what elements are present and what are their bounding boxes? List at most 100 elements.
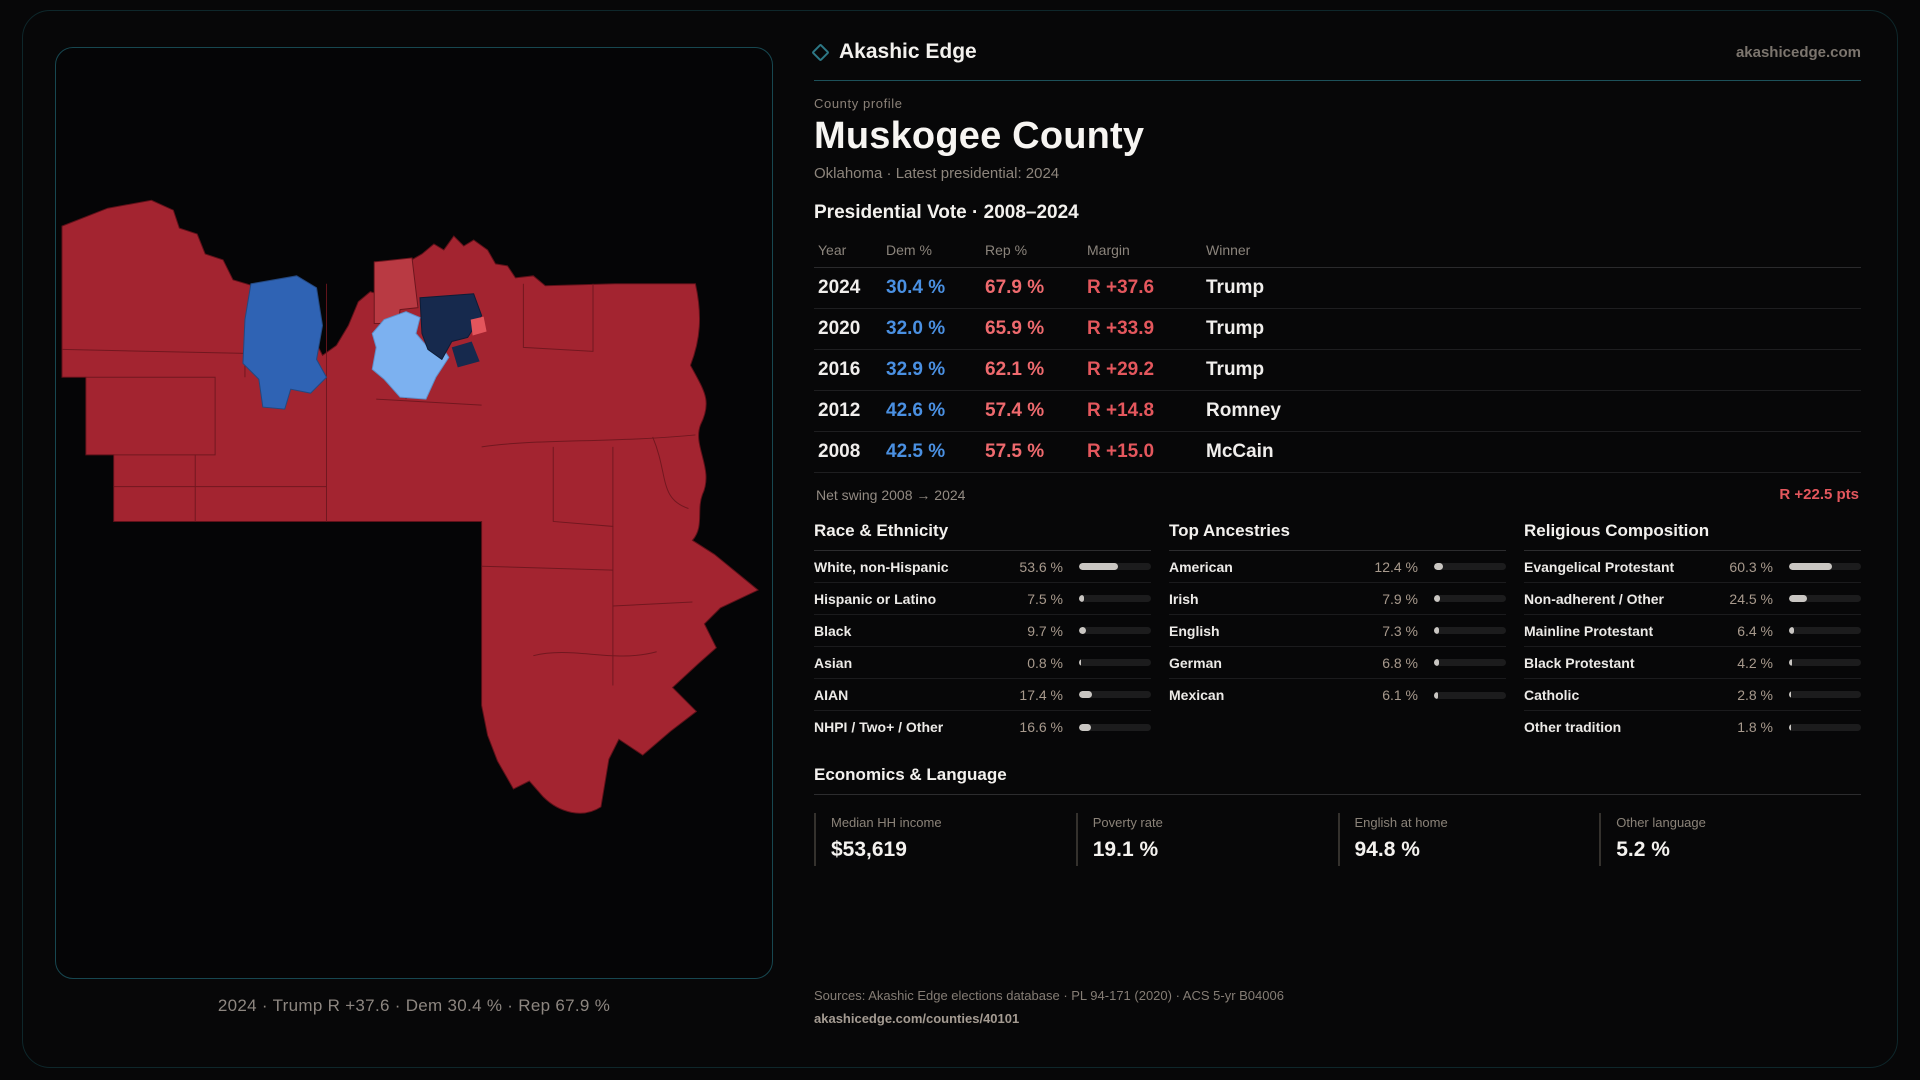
stat-label: Median HH income bbox=[831, 815, 942, 830]
demographic-row: American 12.4 % bbox=[1169, 551, 1506, 583]
ancestries-section: Top Ancestries American 12.4 % Irish 7.9… bbox=[1169, 521, 1506, 743]
site-domain-link[interactable]: akashicedge.com bbox=[1735, 43, 1861, 61]
net-swing-value: R +22.5 pts bbox=[1779, 486, 1859, 503]
demographic-label: White, non-Hispanic bbox=[814, 558, 949, 575]
vote-year: 2012 bbox=[814, 390, 882, 432]
demographic-row: Asian 0.8 % bbox=[814, 647, 1151, 679]
demographic-label: Black Protestant bbox=[1524, 654, 1635, 671]
map-precinct-dem-lean bbox=[371, 311, 450, 400]
stat-card: Median HH income $53,619 bbox=[814, 813, 1076, 866]
demographic-label: Irish bbox=[1169, 590, 1199, 607]
demographic-label: Asian bbox=[814, 654, 853, 671]
demographic-bar bbox=[1079, 723, 1151, 731]
brand-diamond-icon bbox=[811, 42, 830, 62]
vote-rep-pct: 57.5 % bbox=[981, 431, 1083, 473]
demographic-value: 12.4 % bbox=[1374, 558, 1418, 575]
demographic-row: German 6.8 % bbox=[1169, 647, 1506, 679]
vote-rep-pct: 62.1 % bbox=[981, 349, 1083, 391]
vote-table-row: 2016 32.9 % 62.1 % R +29.2 Trump bbox=[814, 349, 1861, 391]
demographic-bar bbox=[1079, 595, 1151, 602]
demographic-label: AIAN bbox=[814, 686, 849, 703]
demographic-label: Evangelical Protestant bbox=[1524, 558, 1675, 575]
vote-margin: R +37.6 bbox=[1083, 267, 1202, 309]
demographic-row: Irish 7.9 % bbox=[1169, 583, 1506, 615]
demographic-bar bbox=[1434, 691, 1506, 699]
page-title: Muskogee County bbox=[814, 115, 1145, 157]
economics-heading: Economics & Language bbox=[814, 765, 1861, 795]
demographic-bar bbox=[1434, 627, 1506, 634]
demographic-row: AIAN 17.4 % bbox=[814, 679, 1151, 711]
ancestries-heading: Top Ancestries bbox=[1169, 521, 1506, 551]
eyebrow-label: County profile bbox=[814, 96, 903, 111]
demographic-row: Non-adherent / Other 24.5 % bbox=[1524, 583, 1861, 615]
col-year: Year bbox=[814, 234, 882, 268]
vote-rep-pct: 67.9 % bbox=[981, 267, 1083, 309]
demographic-value: 7.3 % bbox=[1382, 622, 1418, 639]
vote-margin: R +14.8 bbox=[1083, 390, 1202, 432]
demographic-label: German bbox=[1169, 654, 1222, 671]
demographic-row: Hispanic or Latino 7.5 % bbox=[814, 583, 1151, 615]
demographic-bar bbox=[1079, 691, 1151, 698]
demographic-row: Catholic 2.8 % bbox=[1524, 679, 1861, 711]
demographic-row: Evangelical Protestant 60.3 % bbox=[1524, 551, 1861, 583]
stat-value: 19.1 % bbox=[1092, 838, 1159, 861]
demographic-bar bbox=[1789, 723, 1861, 731]
footer: Sources: Akashic Edge elections database… bbox=[814, 988, 1861, 1028]
map-precinct-navy-small bbox=[451, 341, 480, 368]
demographic-bar bbox=[1079, 659, 1151, 666]
presidential-vote-table: Year Dem % Rep % Margin Winner 2024 30.4… bbox=[814, 234, 1861, 473]
vote-margin: R +29.2 bbox=[1083, 349, 1202, 391]
demographic-value: 6.1 % bbox=[1382, 687, 1418, 703]
demographic-value: 6.4 % bbox=[1737, 622, 1773, 639]
demographic-label: Catholic bbox=[1524, 686, 1580, 703]
vote-year: 2016 bbox=[814, 349, 882, 391]
vote-dem-pct: 42.5 % bbox=[882, 431, 981, 473]
race-ethnicity-section: Race & Ethnicity White, non-Hispanic 53.… bbox=[814, 521, 1151, 743]
map-precinct-dem-strong bbox=[242, 275, 328, 410]
vote-table-row: 2020 32.0 % 65.9 % R +33.9 Trump bbox=[814, 308, 1861, 350]
vote-margin: R +33.9 bbox=[1083, 308, 1202, 350]
vote-winner: Trump bbox=[1202, 267, 1861, 309]
vote-year: 2020 bbox=[814, 308, 882, 350]
map-precinct-lean-rep bbox=[373, 257, 419, 325]
stat-label: English at home bbox=[1354, 815, 1448, 830]
permalink[interactable]: akashicedge.com/counties/40101 bbox=[814, 1011, 1020, 1026]
vote-margin: R +15.0 bbox=[1083, 431, 1202, 473]
demographic-value: 6.8 % bbox=[1382, 654, 1418, 671]
page-subtitle: Oklahoma · Latest presidential: 2024 bbox=[814, 165, 1060, 182]
brand-name: Akashic Edge bbox=[839, 40, 977, 63]
vote-year: 2008 bbox=[814, 431, 882, 473]
stat-label: Other language bbox=[1616, 815, 1706, 830]
stat-card: English at home 94.8 % bbox=[1337, 813, 1600, 866]
demographic-value: 4.2 % bbox=[1737, 654, 1773, 671]
vote-dem-pct: 32.9 % bbox=[882, 349, 981, 391]
demographic-bar bbox=[1434, 595, 1506, 602]
demographic-bar bbox=[1789, 691, 1861, 698]
demographic-bar bbox=[1079, 563, 1151, 570]
demographic-label: Other tradition bbox=[1524, 719, 1622, 735]
county-profile-panel: Akashic Edge akashicedge.com County prof… bbox=[811, 40, 1861, 1028]
demographic-label: NHPI / Two+ / Other bbox=[814, 719, 944, 735]
precinct-map bbox=[61, 199, 760, 814]
demographic-value: 2.8 % bbox=[1737, 686, 1773, 703]
demographic-value: 24.5 % bbox=[1729, 590, 1773, 607]
demographic-label: English bbox=[1169, 622, 1220, 639]
demographic-row: NHPI / Two+ / Other 16.6 % bbox=[814, 711, 1151, 743]
demographic-value: 7.9 % bbox=[1382, 590, 1418, 607]
vote-winner: Trump bbox=[1202, 308, 1861, 350]
demographic-row: Other tradition 1.8 % bbox=[1524, 711, 1861, 743]
vote-table-header-row: Year Dem % Rep % Margin Winner bbox=[814, 234, 1861, 268]
demographic-bar bbox=[1079, 627, 1151, 634]
demographic-value: 53.6 % bbox=[1019, 558, 1063, 575]
header: Akashic Edge akashicedge.com bbox=[811, 40, 1861, 81]
demographic-bar bbox=[1434, 563, 1506, 570]
religion-heading: Religious Composition bbox=[1524, 521, 1861, 551]
col-dem: Dem % bbox=[882, 234, 981, 268]
map-caption: 2024 · Trump R +37.6 · Dem 30.4 % · Rep … bbox=[217, 996, 611, 1015]
stat-card: Poverty rate 19.1 % bbox=[1075, 813, 1338, 866]
demographic-value: 1.8 % bbox=[1737, 719, 1773, 735]
demographic-bar bbox=[1789, 659, 1861, 666]
demographic-value: 16.6 % bbox=[1019, 719, 1063, 735]
stat-value: 94.8 % bbox=[1354, 838, 1420, 861]
vote-dem-pct: 32.0 % bbox=[882, 308, 981, 350]
